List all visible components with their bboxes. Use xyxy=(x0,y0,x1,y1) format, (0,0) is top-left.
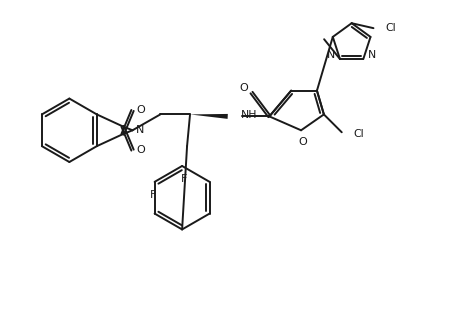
Text: F: F xyxy=(149,190,156,200)
Text: Cl: Cl xyxy=(385,23,396,33)
Text: NH: NH xyxy=(241,111,257,120)
Text: O: O xyxy=(239,83,248,93)
Text: F: F xyxy=(181,174,187,184)
Text: O: O xyxy=(136,145,145,155)
Polygon shape xyxy=(190,114,228,119)
Text: N: N xyxy=(327,50,335,60)
Text: N: N xyxy=(368,50,377,60)
Text: N: N xyxy=(136,125,145,135)
Text: O: O xyxy=(136,105,145,115)
Text: O: O xyxy=(298,137,308,147)
Text: Cl: Cl xyxy=(354,129,364,139)
